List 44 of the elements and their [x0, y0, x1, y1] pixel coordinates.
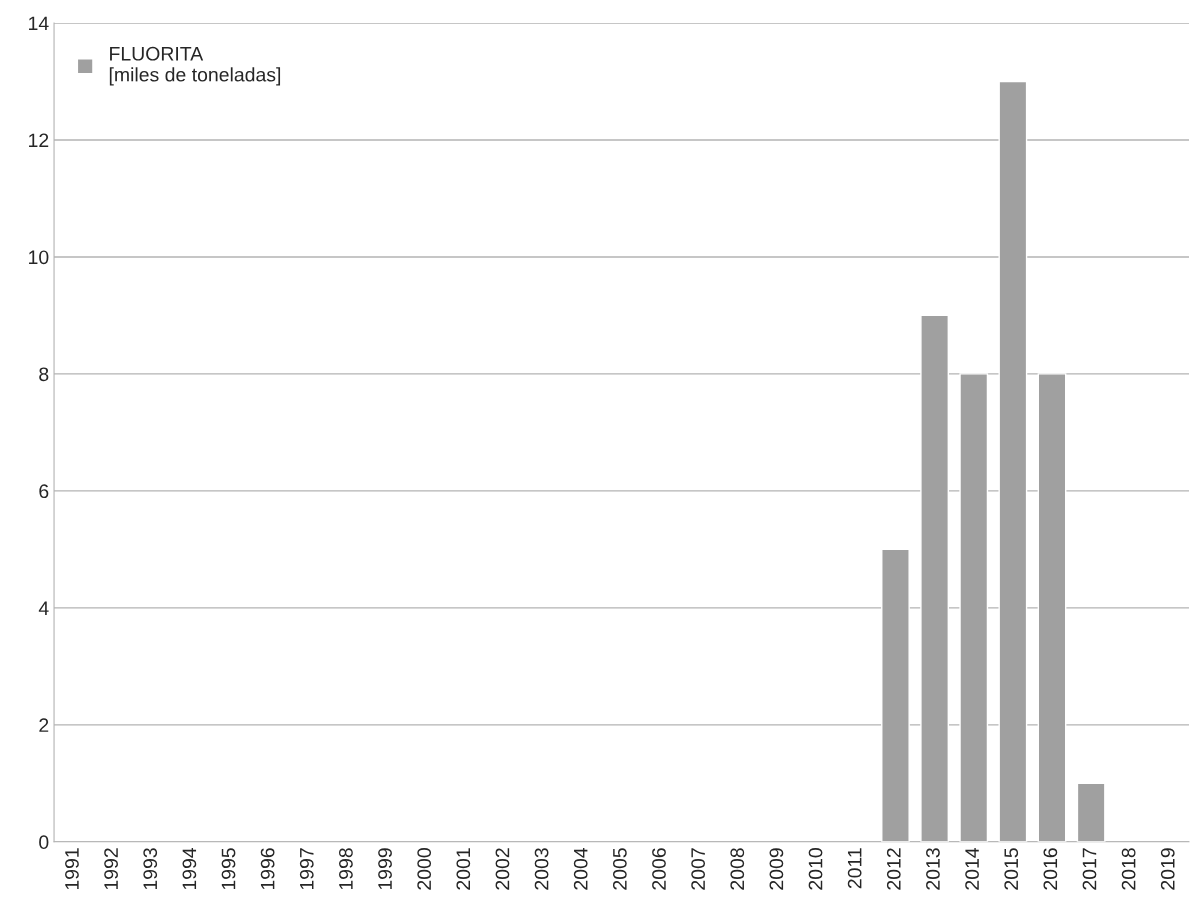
- x-tick-label: 2014: [965, 847, 979, 890]
- x-tick-label: 2009: [769, 848, 784, 890]
- bar: [998, 80, 1028, 842]
- x-tick-label: 1997: [299, 848, 314, 890]
- x-tick-label: 2007: [691, 848, 706, 890]
- legend-label: FLUORITA [miles de toneladas]: [109, 46, 281, 86]
- bar: [920, 314, 949, 842]
- y-tick-label: 12: [29, 133, 49, 148]
- x-tick-label: 1996: [260, 848, 275, 890]
- x-tick-label: 2006: [652, 848, 666, 890]
- x-tick-label: 1995: [221, 848, 236, 890]
- bar: [1037, 373, 1067, 842]
- y-tick-label: 10: [29, 250, 49, 265]
- x-tick-label: 1999: [378, 848, 392, 890]
- x-tick-label: 2013: [926, 848, 940, 890]
- x-tick-label: 2010: [808, 848, 823, 890]
- y-tick-label: 6: [39, 484, 49, 499]
- bar: [959, 373, 989, 842]
- x-tick-label: 2008: [730, 848, 745, 890]
- x-tick-label: 1992: [104, 848, 118, 890]
- x-tick-label: 2017: [1082, 848, 1097, 890]
- x-tick-label: 1991: [65, 848, 79, 890]
- x-tick-label: 2015: [1004, 848, 1019, 890]
- x-tick-label: 2019: [1160, 848, 1175, 890]
- x-tick-label: 2004: [573, 847, 588, 890]
- x-tick-label: 1994: [182, 847, 197, 890]
- x-tick-label: 1998: [339, 848, 353, 890]
- y-tick-label: 0: [39, 835, 49, 850]
- x-tick-label: 2016: [1043, 848, 1058, 890]
- y-tick-label: 4: [38, 601, 49, 615]
- x-tick-label: 2018: [1121, 848, 1136, 890]
- y-tick-label: 8: [39, 367, 49, 382]
- bar: [1076, 782, 1106, 842]
- y-tick-label: 14: [29, 16, 49, 31]
- x-tick-label: 2011: [847, 848, 862, 889]
- x-tick-label: 2001: [456, 848, 471, 890]
- x-tick-label: 2000: [417, 848, 432, 890]
- x-tick-label: 2005: [612, 848, 627, 890]
- x-tick-label: 2012: [886, 848, 901, 890]
- x-tick-label: 2002: [495, 848, 510, 890]
- bar: [881, 548, 910, 842]
- x-tick-label: 2003: [534, 848, 549, 890]
- x-tick-label: 1993: [143, 848, 158, 890]
- y-tick-label: 2: [39, 718, 49, 732]
